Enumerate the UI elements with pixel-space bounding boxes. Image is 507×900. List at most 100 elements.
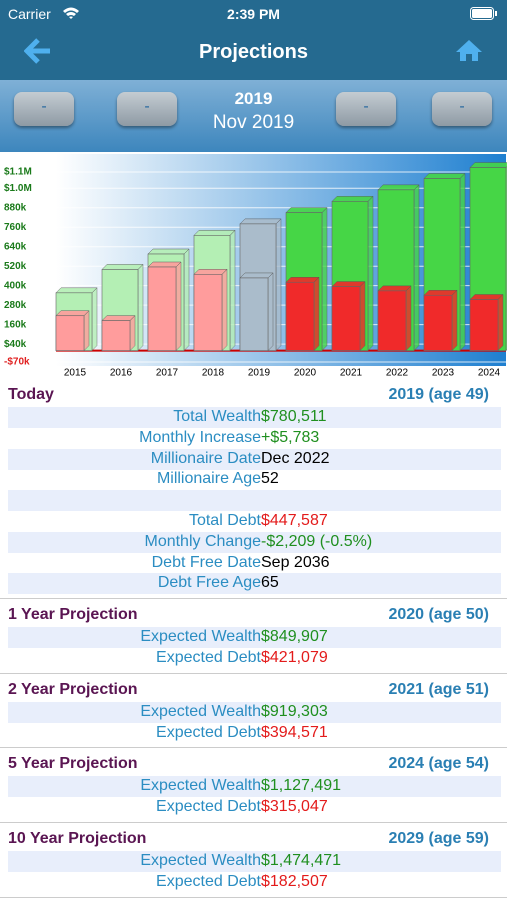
bar-side [313, 276, 320, 352]
bar-top [147, 248, 190, 255]
y-tick-label: 640k [4, 241, 27, 252]
row-value: $1,474,471 [261, 852, 342, 869]
detail-row: Debt Free Age 65 [8, 573, 501, 595]
bar-side [413, 184, 420, 352]
row-value: Sep 2036 [261, 553, 330, 571]
selector-button[interactable]: - [14, 92, 74, 126]
row-value: +$5,783 [261, 428, 320, 446]
x-tick-label: 2024 [478, 368, 501, 379]
wifi-icon [63, 7, 79, 19]
carrier: Carrier [8, 6, 51, 22]
row-label: Total Debt [188, 512, 261, 529]
bar-top [239, 272, 274, 279]
bar-top [285, 207, 328, 213]
bar-side [83, 310, 90, 352]
bar-top [101, 315, 136, 321]
y-tick-label: 400k [4, 280, 27, 291]
y-tick-label: 760k [4, 222, 27, 233]
bar-top [469, 162, 507, 168]
y-tick-label: $1.0M [4, 183, 32, 194]
battery-icon [470, 7, 497, 20]
separator [0, 747, 507, 749]
header: Carrier 2:39 PM Projections [0, 0, 507, 80]
selector-button[interactable]: - [117, 92, 177, 126]
row-value: $315,047 [261, 798, 328, 816]
detail-row: Millionaire Date Dec 2022 [8, 448, 501, 470]
selected-month: Nov 2019 [212, 112, 295, 133]
row-label: Expected Debt [156, 798, 261, 816]
y-tick-label: $40k [4, 339, 27, 350]
section-header: 2 Year Projection 2021 (age 51) [8, 681, 489, 703]
bar-top [193, 230, 236, 236]
bar-side [137, 263, 144, 352]
bar-side [175, 261, 182, 352]
selected-year: 2019 [234, 89, 273, 108]
bar-side [275, 218, 282, 352]
y-tick-label: 880k [4, 202, 27, 213]
bar-side [367, 195, 374, 352]
bar-top [423, 290, 458, 296]
section-header: 10 Year Projection 2029 (age 59) [8, 830, 489, 852]
y-tick-label: 160k [4, 319, 27, 330]
bar-top [193, 269, 228, 275]
bar [377, 290, 407, 351]
y-tick-label: $1.1M [4, 167, 32, 178]
bar [331, 286, 361, 351]
row-value: $182,507 [261, 872, 328, 890]
bar [423, 294, 453, 351]
detail-row: Total Debt $447,587 [8, 511, 501, 532]
home-button[interactable] [455, 38, 483, 62]
bar [285, 281, 315, 351]
bar-side [459, 172, 466, 352]
row-label: Expected Wealth [140, 777, 261, 795]
row-label: Expected Debt [156, 723, 261, 741]
row-label: Total Wealth [173, 408, 261, 425]
section-title: Today [8, 386, 54, 403]
row-value: Dec 2022 [261, 449, 330, 467]
bar-side [497, 293, 504, 352]
bar-top [147, 261, 182, 268]
bar-top [377, 285, 412, 292]
bar-top [55, 287, 98, 294]
nav-title: Projections [199, 41, 308, 63]
x-tick-label: 2016 [110, 368, 133, 379]
section-header: 1 Year Projection 2020 (age 50) [8, 606, 489, 628]
bar-top [239, 218, 282, 225]
separator [0, 672, 507, 674]
detail-row: Expected Wealth $919,303 [8, 701, 501, 723]
bar [55, 315, 85, 351]
row-label: Expected Wealth [140, 628, 261, 646]
row-value: $421,079 [261, 649, 328, 666]
detail-row: Debt Free Date Sep 2036 [8, 553, 501, 574]
selector-button[interactable]: - [432, 92, 492, 126]
detail-row: Expected Wealth $849,907 [8, 627, 501, 649]
row-label: Expected Wealth [140, 702, 261, 720]
detail-row: Monthly Increase +$5,783 [8, 428, 501, 449]
row-label: Expected Wealth [140, 852, 261, 869]
bar-top [331, 281, 366, 287]
bar-side [321, 207, 328, 352]
section-header: 5 Year Projection 2024 (age 54) [8, 755, 489, 777]
detail-row: Millionaire Age 52 [8, 469, 501, 490]
section-period: 2029 (age 59) [388, 830, 489, 847]
separator [0, 598, 507, 600]
section-period: 2021 (age 51) [388, 680, 489, 698]
period-selector: - - - - 2019 Nov 2019 [0, 80, 507, 152]
detail-row: Expected Debt $421,079 [8, 648, 501, 669]
bar-side [267, 272, 274, 352]
section-title: 1 Year Projection [8, 606, 138, 624]
bar-side [359, 280, 366, 352]
row-value: 52 [261, 470, 279, 488]
bar-side [91, 287, 98, 352]
selector-button[interactable]: - [336, 92, 396, 126]
back-button[interactable] [24, 38, 52, 64]
y-tick-label: 280k [4, 300, 27, 311]
row-value: $447,587 [261, 512, 328, 529]
detail-row: Expected Debt $315,047 [8, 797, 501, 818]
row-label: Millionaire Age [156, 470, 261, 488]
row-value: $1,127,491 [261, 777, 342, 795]
section-period: 2020 (age 50) [388, 606, 489, 624]
row-label: Monthly Increase [139, 428, 261, 446]
row-label: Expected Debt [156, 872, 261, 890]
